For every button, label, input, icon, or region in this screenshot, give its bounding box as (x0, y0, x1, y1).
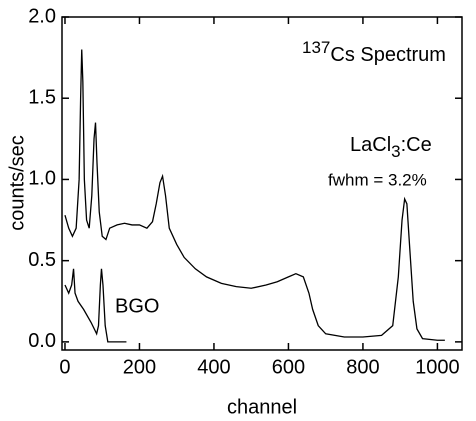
y-tick-label: 2.0 (28, 5, 56, 27)
x-tick-label: 600 (272, 356, 305, 378)
y-tick-label: 0.0 (28, 330, 56, 352)
x-tick-label: 1000 (415, 356, 460, 378)
annotation: LaCl3:Ce (350, 134, 432, 161)
annotation-text: Cs Spectrum (330, 44, 446, 66)
y-tick-label: 1.5 (28, 87, 56, 109)
annotation: 137Cs Spectrum (302, 38, 446, 66)
annotation-sup: 137 (302, 38, 330, 57)
annotation-text: LaCl (350, 134, 391, 156)
spectrum-line (64, 49, 445, 341)
x-axis-label: channel (227, 396, 297, 418)
annotation: BGO (115, 295, 159, 317)
spectrum-line (64, 268, 127, 343)
y-tick-label: 0.5 (28, 249, 56, 271)
annotation-sub: 3 (391, 142, 400, 161)
x-tick-label: 200 (123, 356, 156, 378)
x-tick-label: 800 (346, 356, 379, 378)
x-tick-label: 0 (59, 356, 70, 378)
plot-frame (61, 16, 463, 351)
y-axis-label: counts/sec (6, 135, 28, 231)
annotation: fwhm = 3.2% (328, 170, 427, 189)
x-tick-label: 400 (197, 356, 230, 378)
y-tick-label: 1.0 (28, 168, 56, 190)
annotation-text: :Ce (401, 134, 432, 156)
